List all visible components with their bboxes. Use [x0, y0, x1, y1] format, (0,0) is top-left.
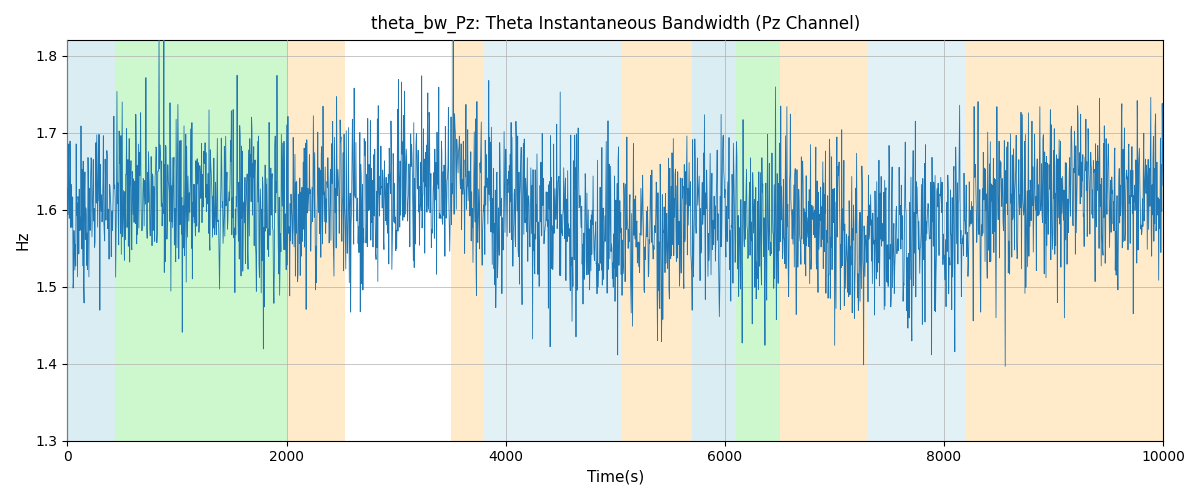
- Bar: [451, 40, 484, 440]
- Bar: [868, 40, 966, 440]
- Y-axis label: Hz: Hz: [16, 230, 30, 250]
- Title: theta_bw_Pz: Theta Instantaneous Bandwidth (Pz Channel): theta_bw_Pz: Theta Instantaneous Bandwid…: [371, 15, 860, 34]
- Bar: [736, 40, 780, 440]
- Bar: [484, 40, 620, 440]
- Bar: [67, 40, 114, 440]
- Bar: [287, 40, 344, 440]
- Bar: [966, 40, 1163, 440]
- Bar: [344, 40, 451, 440]
- Bar: [692, 40, 736, 440]
- Bar: [114, 40, 287, 440]
- X-axis label: Time(s): Time(s): [587, 470, 644, 485]
- Bar: [780, 40, 868, 440]
- Bar: [620, 40, 692, 440]
